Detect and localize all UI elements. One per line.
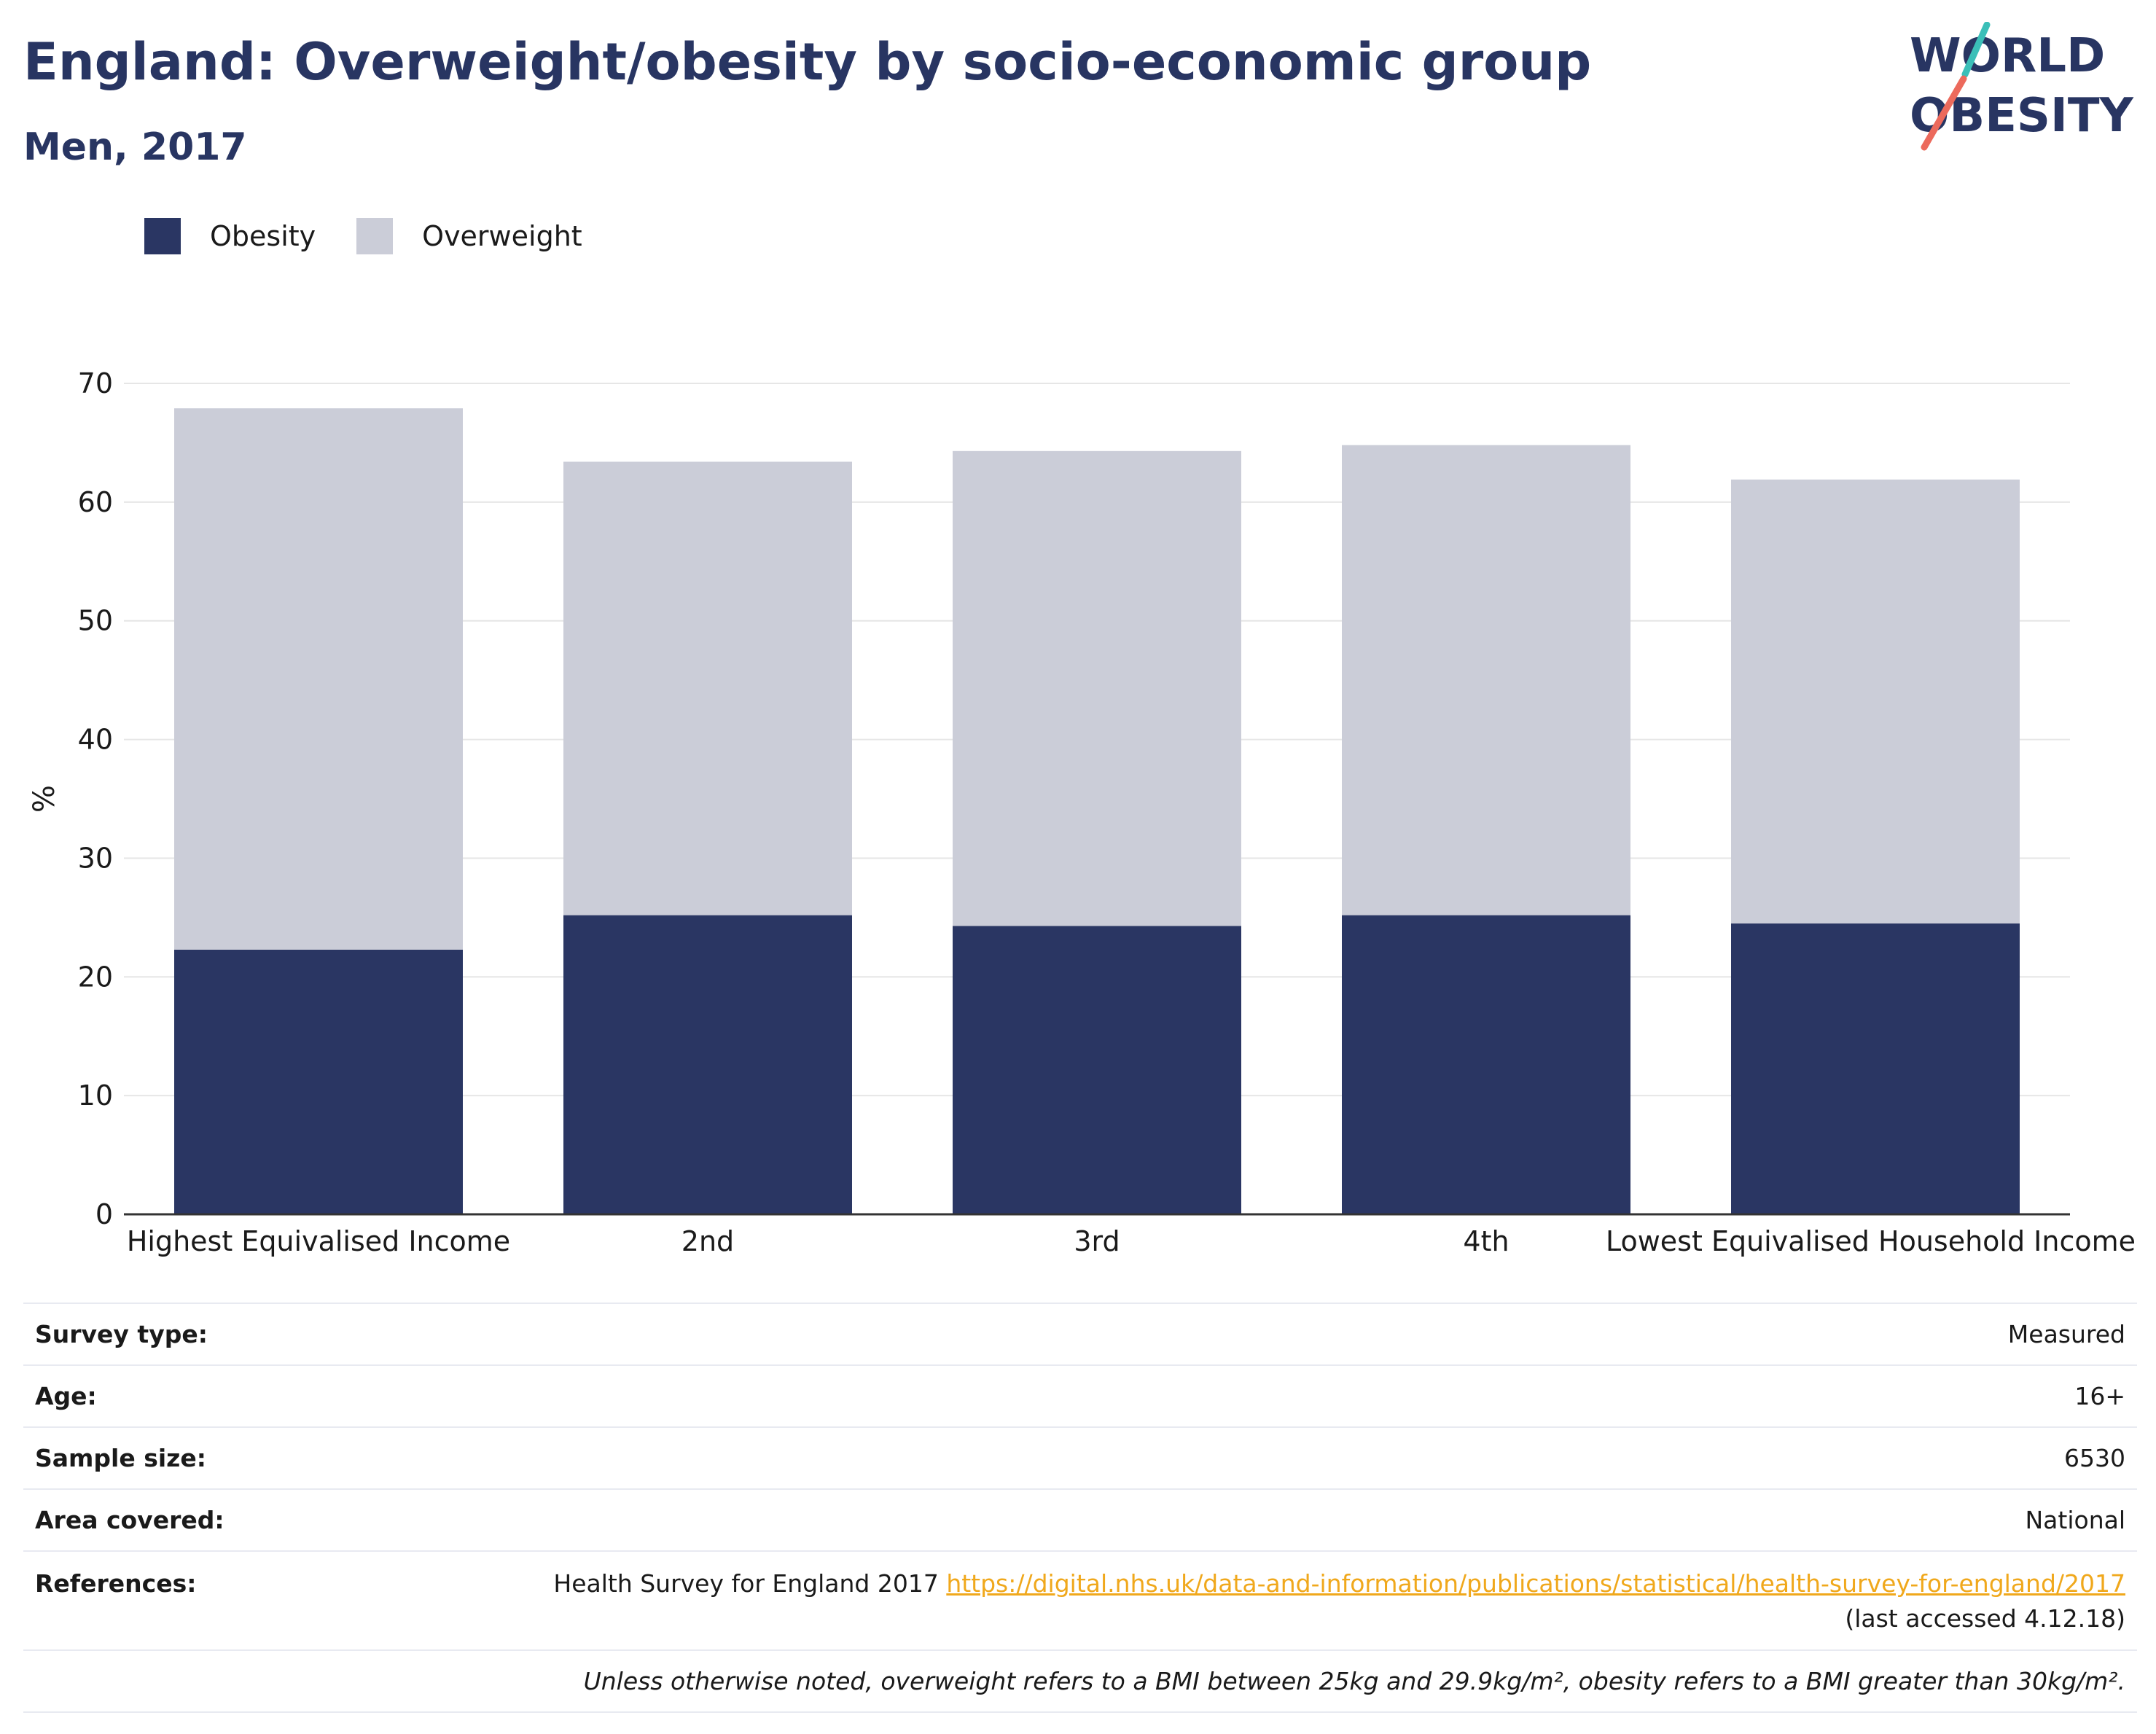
meta-value: Health Survey for England 2017 https://d… [411,1550,2137,1650]
reference-text: Health Survey for England 2017 [553,1569,939,1598]
meta-value: Measured [411,1303,2137,1365]
bar-obesity-4 [1342,915,1630,1214]
bar-obesity-5 [1731,923,2020,1214]
meta-key: References: [23,1550,411,1650]
bar-obesity-3 [953,926,1241,1214]
bar-obesity-2 [563,915,852,1214]
world-obesity-logo: WORLD OBESITY [1910,22,2133,151]
chart-title: England: Overweight/obesity by socio-eco… [23,32,1592,92]
note-text: Unless otherwise noted, overweight refer… [583,1667,2125,1695]
x-tick-label: Highest Equivalised Income [127,1225,510,1257]
reference-accessed: (last accessed 4.12.18) [1845,1604,2125,1633]
y-tick-label: 40 [78,724,113,756]
bmi-definition-note: Unless otherwise noted, overweight refer… [23,1649,2137,1713]
legend-swatch-obesity [144,218,181,254]
logo-line2: OBESITY [1910,89,2133,143]
x-tick-label: 2nd [681,1225,734,1257]
meta-row-survey-type: Survey type: Measured [23,1303,2137,1365]
bar-overweight-4 [1342,445,1630,915]
meta-value: 6530 [411,1426,2137,1489]
y-axis-label: % [28,785,61,813]
reference-link[interactable]: https://digital.nhs.uk/data-and-informat… [946,1569,2125,1598]
legend-item-obesity[interactable]: Obesity [144,218,316,254]
chart-legend: Obesity Overweight [144,216,623,257]
meta-row-note: Unless otherwise noted, overweight refer… [23,1649,2137,1713]
legend-item-overweight[interactable]: Overweight [356,218,582,254]
y-tick-label: 60 [78,486,113,518]
meta-row-area-covered: Area covered: National [23,1488,2137,1551]
y-tick-label: 20 [78,961,113,993]
meta-row-references: References: Health Survey for England 20… [23,1550,2137,1650]
meta-row-age: Age: 16+ [23,1364,2137,1427]
y-tick-label: 70 [78,367,113,399]
bar-overweight-5 [1731,479,2020,923]
logo-slash-top [1961,22,1991,78]
meta-key: Age: [23,1364,411,1427]
legend-label-overweight: Overweight [422,220,582,252]
x-tick-label: 3rd [1074,1225,1120,1257]
chart-subtitle: Men, 2017 [23,125,247,169]
meta-key: Sample size: [23,1426,411,1489]
bar-overweight-3 [953,450,1241,926]
meta-key: Area covered: [23,1488,411,1551]
meta-row-sample-size: Sample size: 6530 [23,1426,2137,1489]
logo-slash-bottom [1921,75,1967,151]
y-tick-label: 0 [95,1198,113,1230]
bar-obesity-1 [174,949,463,1214]
x-tick-label: Lowest Equivalised Household Income [1606,1225,2136,1257]
bar-overweight-2 [563,461,852,915]
meta-value: National [411,1488,2137,1551]
survey-metadata-table: Survey type: Measured Age: 16+ Sample si… [23,1303,2137,1713]
logo-line1: WORLD [1910,29,2105,83]
bar-overweight-1 [174,408,463,950]
meta-key: Survey type: [23,1303,411,1365]
y-tick-label: 30 [78,842,113,874]
legend-label-obesity: Obesity [210,220,316,252]
legend-swatch-overweight [356,218,394,254]
y-tick-label: 50 [78,605,113,637]
x-tick-label: 4th [1463,1225,1509,1257]
meta-value: 16+ [411,1364,2137,1427]
y-tick-label: 10 [78,1079,113,1112]
stacked-bar-chart: 0 10 20 30 40 50 60 70% Highest Equivalised Inco… [28,367,2136,1257]
